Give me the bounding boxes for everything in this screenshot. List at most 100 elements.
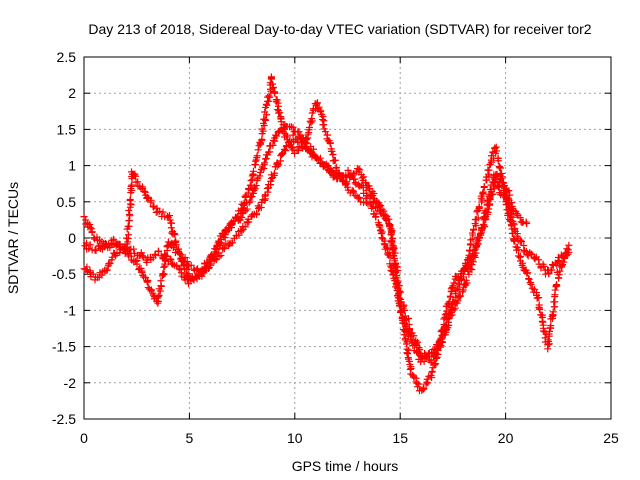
data-point <box>206 257 214 265</box>
data-point <box>446 293 454 301</box>
data-point <box>140 187 148 195</box>
data-point <box>422 351 430 359</box>
data-point <box>147 198 155 206</box>
y-tick-label: 0 <box>68 230 76 246</box>
data-point <box>525 275 533 283</box>
data-point <box>143 193 151 201</box>
data-point <box>220 245 228 253</box>
data-point <box>515 246 523 254</box>
data-point <box>166 240 174 248</box>
data-point <box>484 208 492 216</box>
data-point <box>497 169 505 177</box>
data-point <box>103 266 111 274</box>
data-point <box>356 166 364 174</box>
data-point <box>548 261 556 269</box>
data-point <box>535 256 543 264</box>
data-point <box>253 209 261 217</box>
x-tick-label: 5 <box>186 430 194 446</box>
data-point <box>143 258 151 266</box>
plot-frame <box>83 56 612 420</box>
data-point <box>86 267 94 275</box>
data-point <box>270 169 278 177</box>
data-point <box>127 185 135 193</box>
data-point <box>394 267 402 275</box>
data-point <box>227 221 235 229</box>
data-point <box>299 144 307 152</box>
data-point <box>459 288 467 296</box>
data-point <box>490 175 498 183</box>
data-point <box>246 197 254 205</box>
data-point <box>236 210 244 218</box>
data-point <box>289 123 297 131</box>
data-point <box>415 380 423 388</box>
data-point <box>401 326 409 334</box>
data-point <box>397 302 405 310</box>
data-point <box>372 213 380 221</box>
data-point <box>82 239 90 247</box>
y-tick-label: -1 <box>64 302 77 318</box>
data-point <box>130 245 138 253</box>
data-point <box>80 213 88 221</box>
data-point <box>410 332 418 340</box>
y-tick-label: -1.5 <box>52 339 76 355</box>
data-point <box>241 192 249 200</box>
data-point <box>133 260 141 268</box>
data-point <box>516 214 524 222</box>
data-point <box>171 248 179 256</box>
data-point <box>468 229 476 237</box>
y-tick-label: 2.5 <box>57 49 77 65</box>
data-point <box>169 260 177 268</box>
data-point <box>308 115 316 123</box>
data-point <box>462 262 470 270</box>
data-point <box>221 231 229 239</box>
data-point <box>240 199 248 207</box>
data-point <box>314 99 322 107</box>
data-point <box>281 147 289 155</box>
data-point <box>159 208 167 216</box>
data-point <box>485 166 493 174</box>
data-point <box>553 281 561 289</box>
data-point <box>386 253 394 261</box>
data-point <box>187 261 195 269</box>
y-tick-label: 1 <box>68 158 76 174</box>
data-point <box>440 315 448 323</box>
x-tick-label: 20 <box>498 430 514 446</box>
data-point <box>545 340 553 348</box>
data-point <box>400 331 408 339</box>
data-point <box>99 243 107 251</box>
data-point <box>127 201 135 209</box>
data-point <box>420 384 428 392</box>
x-tick-label: 10 <box>287 430 303 446</box>
data-point <box>256 172 264 180</box>
data-marks <box>80 73 573 395</box>
data-point <box>392 279 400 287</box>
data-point <box>546 327 554 335</box>
series-track-1 <box>80 131 531 366</box>
data-point <box>249 167 257 175</box>
data-point <box>295 133 303 141</box>
data-point <box>390 255 398 263</box>
data-point <box>535 304 543 312</box>
data-point <box>345 171 353 179</box>
data-point <box>125 207 133 215</box>
data-point <box>492 176 500 184</box>
data-point <box>275 161 283 169</box>
data-point <box>523 269 531 277</box>
series-track-2 <box>81 121 573 366</box>
data-point <box>331 156 339 164</box>
data-point <box>535 294 543 302</box>
y-tick-label: 0.5 <box>57 194 77 210</box>
data-point <box>305 124 313 132</box>
data-point <box>243 205 251 213</box>
data-point <box>544 345 552 353</box>
y-tick-label: 2 <box>68 85 76 101</box>
chart-title: Day 213 of 2018, Sidereal Day-to-day VTE… <box>88 21 591 37</box>
data-point <box>176 250 184 258</box>
data-point <box>465 270 473 278</box>
data-point <box>175 264 183 272</box>
data-point <box>474 236 482 244</box>
data-point <box>273 96 281 104</box>
data-point <box>549 308 557 316</box>
data-point <box>495 183 503 191</box>
data-point <box>404 350 412 358</box>
